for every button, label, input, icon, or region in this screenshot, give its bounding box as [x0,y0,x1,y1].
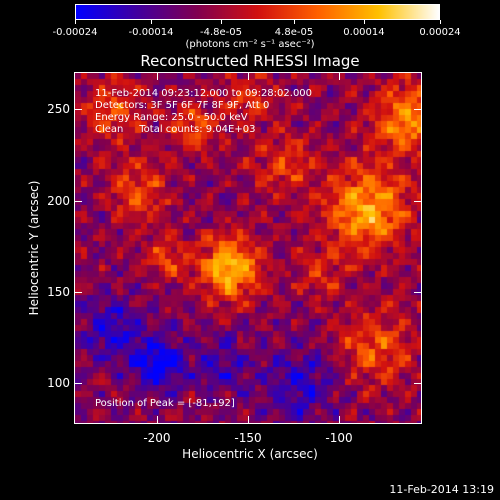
x-tick-label: -100 [325,431,353,445]
y-tick-mark [414,109,421,110]
x-tick-mark [248,416,249,423]
plot-frame [74,72,422,424]
colorbar-tick-label: 0.00024 [419,27,461,38]
x-tick-label: -150 [234,431,262,445]
y-tick-mark [75,383,82,384]
chart-title: Reconstructed RHESSI Image [140,52,360,70]
y-tick-label: 200 [47,193,70,208]
footer-date: 11-Feb-2014 13:19 [389,483,494,496]
colorbar-tick-label: -0.00024 [52,27,98,38]
y-tick-label: 150 [47,284,70,299]
y-tick-mark [75,292,82,293]
colorbar-units: (photons cm⁻² s⁻¹ asec⁻²) [185,39,315,50]
y-tick-mark [75,201,82,202]
peak-position-text: Position of Peak = [-81,192] [95,398,235,409]
y-axis-label: Heliocentric Y (arcsec) [27,180,41,316]
x-tick-mark [157,73,158,80]
y-tick-mark [75,109,82,110]
colorbar [75,4,440,20]
y-tick-label: 100 [47,375,70,390]
method-counts-text: Clean Total counts: 9.04E+03 [95,124,256,135]
colorbar-tick-label: -0.00014 [128,27,174,38]
energy-range-text: Energy Range: 25.0 - 50.0 keV [95,112,248,123]
y-tick-mark [414,383,421,384]
colorbar-tick-label: 0.00014 [343,27,385,38]
x-tick-mark [339,416,340,423]
y-tick-mark [414,201,421,202]
y-tick-mark [414,292,421,293]
colorbar-tick-label: 4.8e-05 [274,27,314,38]
x-axis-label: Heliocentric X (arcsec) [182,447,318,461]
x-tick-mark [248,73,249,80]
detectors-text: Detectors: 3F 5F 6F 7F 8F 9F, Att 0 [95,100,270,111]
colorbar-tick-mark [440,20,441,24]
colorbar-tick-mark [364,20,365,24]
time-range-text: 11-Feb-2014 09:23:12.000 to 09:28:02.000 [95,88,313,99]
colorbar-tick-mark [294,20,295,24]
colorbar-tick-mark [151,20,152,24]
colorbar-tick-mark [221,20,222,24]
y-tick-label: 250 [47,102,70,117]
colorbar-tick-label: -4.8e-05 [200,27,242,38]
colorbar-tick-mark [75,20,76,24]
x-tick-label: -200 [143,431,171,445]
x-tick-mark [339,73,340,80]
x-tick-mark [157,416,158,423]
heatmap-image [75,73,421,423]
